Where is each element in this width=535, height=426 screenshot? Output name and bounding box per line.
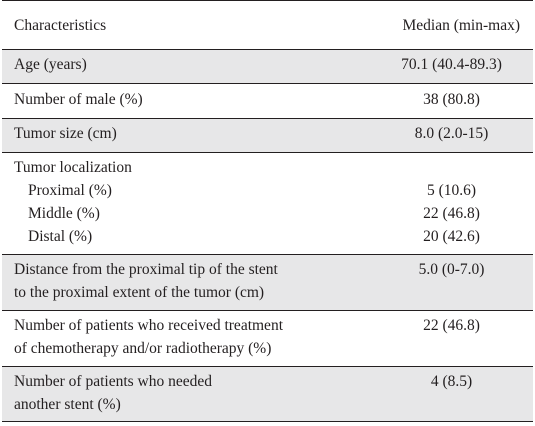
table-header-row: Characteristics Median (min-max) [2, 0, 533, 50]
subrow-label: Proximal (%) [28, 182, 112, 199]
row-label: Tumor size (cm) [2, 118, 348, 153]
row-label-line: another stent (%) [14, 396, 121, 413]
row-label-group: Distance from the proximal tip of the st… [2, 254, 348, 311]
table-row: Number of patients who needed another st… [2, 366, 533, 422]
row-label: Number of male (%) [2, 83, 348, 119]
row-label-line: Number of patients who needed [14, 373, 212, 390]
table-row: Tumor size (cm) 8.0 (2.0-15) [2, 118, 533, 153]
row-label-group: Tumor localization Proximal (%) Middle (… [2, 152, 348, 255]
header-median: Median (min-max) [348, 0, 533, 50]
row-label: Tumor localization [14, 159, 132, 176]
row-value: 22 (46.8) [348, 310, 533, 367]
row-label-line: of chemotherapy and/or radiotherapy (%) [14, 340, 272, 357]
row-value: 38 (80.8) [348, 83, 533, 119]
row-value: 8.0 (2.0-15) [348, 118, 533, 153]
row-value: 5.0 (0-7.0) [348, 254, 533, 311]
row-label: Age (years) [2, 49, 348, 84]
subrow-value: 22 (46.8) [423, 205, 480, 222]
table-row: Number of male (%) 38 (80.8) [2, 83, 533, 119]
subrow-label: Middle (%) [28, 205, 100, 222]
table-row: Number of patients who received treatmen… [2, 310, 533, 367]
table-row: Tumor localization Proximal (%) Middle (… [2, 152, 533, 255]
subrow-value: 20 (42.6) [423, 228, 480, 245]
row-label-line: Distance from the proximal tip of the st… [14, 261, 278, 278]
row-label-group: Number of patients who needed another st… [2, 366, 348, 422]
subrow-value: 5 (10.6) [426, 182, 477, 199]
table-row: Distance from the proximal tip of the st… [2, 254, 533, 311]
header-characteristics: Characteristics [2, 0, 348, 50]
subrow-label: Distal (%) [28, 228, 93, 245]
row-label-line: to the proximal extent of the tumor (cm) [14, 284, 265, 301]
row-value: 70.1 (40.4-89.3) [348, 49, 533, 84]
row-label-group: Number of patients who received treatmen… [2, 310, 348, 367]
row-value-group: 5 (10.6) 22 (46.8) 20 (42.6) [348, 152, 533, 255]
row-label-line: Number of patients who received treatmen… [14, 317, 283, 334]
table-row: Age (years) 70.1 (40.4-89.3) [2, 49, 533, 84]
row-value: 4 (8.5) [348, 366, 533, 422]
